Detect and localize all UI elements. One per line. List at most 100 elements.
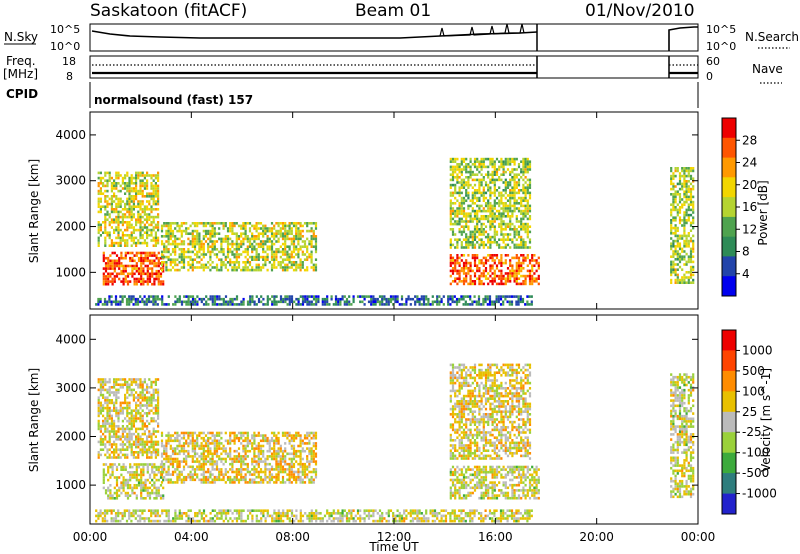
scatter-cell: [119, 215, 122, 219]
scatter-cell: [143, 182, 146, 185]
colorbar-tick-label: 4: [742, 267, 750, 281]
scatter-cell: [130, 213, 133, 216]
scatter-cell: [171, 222, 175, 225]
scatter-cell: [147, 297, 151, 301]
scatter-cell: [460, 178, 463, 182]
scatter-cell: [209, 297, 212, 301]
scatter-cell: [685, 252, 688, 256]
scatter-cell: [185, 431, 188, 435]
scatter-cell: [200, 468, 203, 471]
scatter-cell: [310, 253, 313, 256]
scatter-cell: [137, 210, 140, 214]
scatter-cell: [150, 380, 153, 384]
scatter-cell: [531, 282, 534, 286]
scatter-cell: [487, 202, 490, 205]
scatter-cell: [126, 187, 129, 190]
scatter-cell: [220, 250, 223, 254]
scatter-cell: [109, 272, 112, 276]
scatter-cell: [180, 253, 183, 256]
scatter-cell: [515, 280, 518, 283]
scatter-cell: [128, 176, 131, 180]
scatter-cell: [520, 274, 523, 278]
scatter-cell: [157, 241, 160, 245]
scatter-cell: [180, 240, 183, 243]
scatter-cell: [400, 297, 404, 301]
scatter-cell: [185, 250, 188, 254]
scatter-cell: [169, 222, 172, 225]
scatter-cell: [229, 229, 232, 233]
scatter-cell: [689, 187, 693, 191]
scatter-cell: [308, 240, 311, 243]
scatter-cell: [522, 204, 525, 208]
scatter-cell: [126, 448, 129, 451]
scatter-cell: [211, 245, 214, 248]
scatter-cell: [113, 425, 116, 428]
scatter-cell: [517, 209, 521, 213]
scatter-cell: [165, 224, 168, 228]
scatter-cell: [229, 481, 232, 484]
scatter-cell: [229, 222, 232, 225]
scatter-cell: [528, 181, 532, 184]
scatter-cell: [191, 222, 194, 225]
scatter-cell: [211, 300, 214, 304]
scatter-cell: [169, 460, 172, 463]
scatter-cell: [509, 259, 512, 262]
scatter-cell: [163, 245, 166, 248]
scatter-cell: [678, 265, 682, 269]
scatter-cell: [299, 303, 302, 306]
scatter-cell: [178, 449, 181, 453]
scatter-cell: [473, 202, 477, 205]
scatter-cell: [526, 163, 529, 166]
scatter-cell: [148, 275, 152, 278]
scatter-cell: [102, 473, 105, 477]
scatter-cell: [288, 248, 291, 251]
scatter-cell: [226, 475, 230, 479]
scatter-cell: [121, 176, 124, 180]
scatter-cell: [242, 261, 245, 264]
scatter-cell: [213, 478, 216, 482]
scatter-cell: [110, 187, 113, 190]
scatter-cell: [187, 449, 190, 453]
scatter-cell: [482, 191, 485, 195]
scatter-cell: [251, 434, 254, 437]
scatter-cell: [292, 250, 296, 254]
scatter-cell: [281, 266, 285, 269]
scatter-cell: [102, 425, 105, 428]
scatter-cell: [233, 470, 236, 474]
scatter-cell: [135, 189, 138, 193]
scatter-cell: [163, 457, 166, 461]
scatter-cell: [143, 378, 146, 381]
scatter-cell: [462, 202, 466, 205]
scatter-cell: [137, 378, 140, 381]
scatter-cell: [270, 245, 274, 248]
scatter-cell: [458, 176, 461, 179]
scatter-cell: [522, 241, 525, 244]
scatter-cell: [132, 451, 135, 454]
scatter-cell: [290, 250, 293, 254]
scatter-cell: [150, 445, 153, 449]
scatter-cell: [115, 456, 118, 459]
scatter-cell: [128, 223, 131, 227]
scatter-cell: [131, 491, 134, 495]
scatter-cell: [480, 233, 483, 236]
scatter-cell: [135, 223, 138, 227]
scatter-cell: [502, 170, 505, 174]
scatter-cell: [121, 440, 124, 444]
scatter-cell: [264, 470, 267, 474]
scatter-cell: [157, 404, 160, 407]
scatter-cell: [104, 430, 107, 433]
scatter-cell: [502, 168, 505, 171]
scatter-cell: [678, 172, 682, 175]
scatter-cell: [420, 297, 423, 301]
scatter-cell: [209, 237, 212, 241]
scatter-cell: [167, 229, 170, 233]
scatter-cell: [685, 260, 688, 264]
nsky-tick-top: 10^5: [50, 23, 80, 36]
scatter-cell: [102, 471, 105, 474]
scatter-cell: [266, 442, 269, 445]
scatter-cell: [449, 204, 452, 208]
scatter-cell: [672, 206, 675, 209]
scatter-cell: [119, 303, 122, 306]
scatter-cell: [253, 449, 256, 453]
scatter-cell: [117, 430, 120, 433]
